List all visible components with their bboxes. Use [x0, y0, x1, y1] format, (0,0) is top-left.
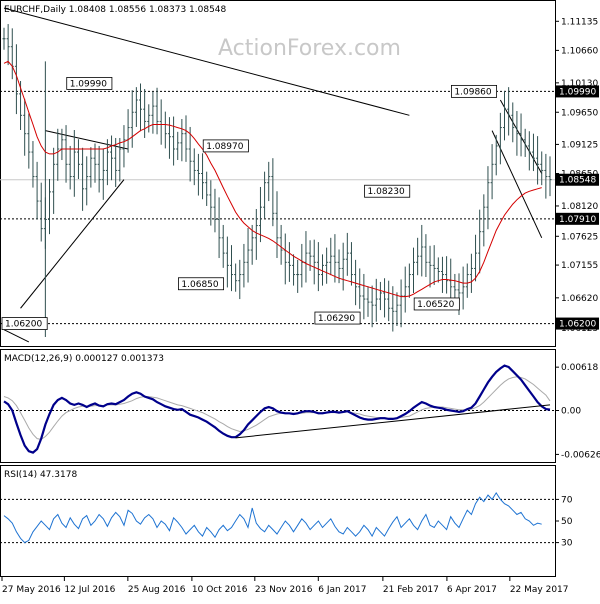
macd-panel-frame — [0, 349, 556, 463]
price-tag — [556, 317, 599, 330]
moving-average-line — [3, 60, 542, 298]
price-tag — [556, 212, 599, 225]
price-y-tick-label: 1.08120 — [561, 202, 598, 212]
annotation-box — [314, 311, 361, 325]
price-y-tick-label: 1.11135 — [561, 17, 598, 27]
annotation-box — [451, 84, 498, 98]
macd-plot — [0, 364, 555, 454]
price-y-tick-label: 1.10660 — [561, 46, 598, 56]
annotation-label: 1.08970 — [206, 142, 243, 152]
rsi-y-tick-label: 50 — [561, 517, 573, 527]
watermark: ActionForex.com — [218, 36, 401, 61]
price-y-tick-label: 1.09125 — [561, 140, 598, 150]
rsi-plot — [0, 491, 555, 544]
trend-line — [3, 7, 410, 116]
annotation-box — [178, 277, 225, 291]
price-y-tick-label: 1.07625 — [561, 232, 598, 242]
x-tick-label: 6 Apr 2017 — [447, 585, 497, 595]
macd-y-tick-label: -0.00626 — [561, 450, 600, 460]
x-tick-label: 12 Jul 2016 — [64, 585, 115, 595]
price-y-tick-label: 1.09650 — [561, 108, 598, 118]
annotation-box — [413, 297, 460, 311]
x-tick-label: 27 May 2016 — [2, 585, 61, 595]
price-tag-label: 1.06200 — [559, 320, 596, 330]
annotation-label: 1.06520 — [417, 300, 454, 310]
rsi-title: RSI(14) 47.3178 — [4, 470, 77, 480]
trend-line — [3, 329, 30, 343]
annotation-box — [66, 77, 113, 90]
rsi-line — [3, 491, 542, 544]
x-tick-label: 21 Feb 2017 — [383, 585, 439, 595]
signal-line — [3, 376, 551, 440]
trend-line — [45, 130, 129, 150]
price-tag-label: 1.07910 — [559, 215, 596, 225]
macd-y-tick-label: 0.00618 — [561, 363, 598, 373]
price-y-tick-label: 1.07155 — [561, 261, 598, 271]
annotation-label: 1.09860 — [454, 87, 491, 97]
price-y-tick-label: 1.06620 — [561, 294, 598, 304]
trend-line — [20, 179, 125, 309]
price-tag — [556, 173, 599, 186]
x-tick-label: 10 Oct 2016 — [192, 585, 248, 595]
price-plot: 1.09990 1.08970 1.06850 1.06290 1.08230 1.065… — [0, 7, 555, 343]
annotation-box — [1, 317, 48, 330]
x-tick-label: 23 Nov 2016 — [255, 585, 313, 595]
macd-trend-line — [235, 404, 551, 439]
macd-y-tick-label: 0.00 — [561, 407, 581, 417]
annotation-label: 1.09990 — [70, 79, 107, 89]
annotation-label: 1.06290 — [318, 314, 355, 324]
annotation-label: 1.06850 — [181, 280, 218, 290]
macd-title: MACD(12,26,9) 0.000127 0.001373 — [4, 354, 164, 364]
price-tag — [556, 85, 599, 98]
price-title: EURCHF,Daily 1.08408 1.08556 1.08373 1.0… — [4, 5, 227, 15]
x-tick-label: 22 May 2017 — [510, 585, 569, 595]
x-tick-label: 25 Aug 2016 — [128, 585, 186, 595]
axes: 1.111351.106601.101301.096501.091251.086… — [1, 17, 600, 595]
x-tick-label: 6 Jan 2017 — [318, 585, 366, 595]
annotation-box — [364, 184, 411, 198]
rsi-y-tick-label: 30 — [561, 539, 573, 549]
price-tag-label: 1.09990 — [559, 87, 596, 97]
annotation-label: 1.06200 — [5, 320, 42, 330]
annotation-label: 1.08230 — [368, 187, 405, 197]
price-y-tick-label: 1.10130 — [561, 79, 598, 89]
price-tag-label: 1.08548 — [559, 176, 596, 186]
macd-line — [3, 364, 551, 454]
rsi-panel-frame — [0, 465, 556, 577]
annotation-box — [202, 139, 249, 153]
rsi-y-tick-label: 70 — [561, 495, 573, 505]
